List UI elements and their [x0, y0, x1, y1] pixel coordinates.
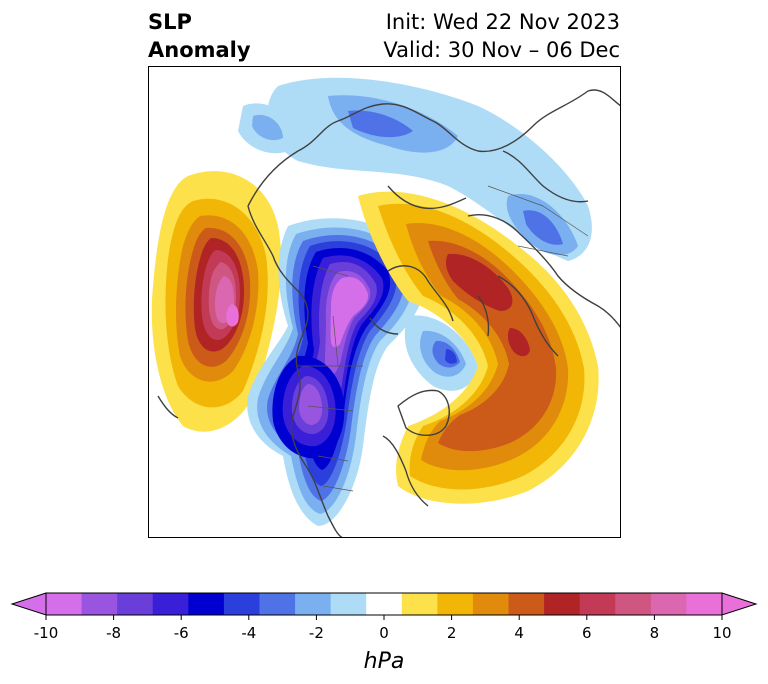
- colorbar-swatch: [472, 593, 510, 615]
- colorbar-tick-label: -10: [34, 624, 59, 642]
- colorbar-swatch: [330, 593, 367, 615]
- colorbar-unit-label: hPa: [364, 649, 405, 674]
- colorbar-tick-label: -6: [174, 624, 189, 642]
- colorbar-swatch: [188, 593, 225, 615]
- colorbar-swatch: [615, 593, 652, 615]
- country-borders: [298, 185, 589, 492]
- colorbar-swatch: [401, 593, 438, 615]
- colorbar-swatch: [437, 593, 474, 615]
- colorbar-tick-label: 8: [650, 624, 660, 642]
- anomaly-arctic-negative: [238, 77, 592, 261]
- colorbar-tick-label: 10: [712, 624, 731, 642]
- title-line-1: SLP: [148, 10, 192, 34]
- map-frame: [148, 66, 621, 538]
- map-title: SLP Anomaly: [148, 8, 251, 64]
- colorbar-swatch: [223, 593, 260, 615]
- colorbar-tick-label: -4: [241, 624, 256, 642]
- colorbar-swatch: [295, 593, 332, 615]
- colorbar-swatch: [508, 593, 545, 615]
- colorbar-tick-label: 4: [514, 624, 524, 642]
- init-date: Init: Wed 22 Nov 2023: [385, 10, 620, 34]
- colorbar-swatch: [686, 593, 723, 615]
- colorbar-swatch: [81, 593, 118, 615]
- colorbar-tick-label: 0: [379, 624, 389, 642]
- slp-anomaly-map: [148, 66, 621, 538]
- colorbar: -10 -8 -6 -4 -2 0 2 4 6 8 10 hPa: [10, 592, 758, 674]
- colorbar-swatch: [152, 593, 189, 615]
- colorbar-swatch: [544, 593, 581, 615]
- date-info: Init: Wed 22 Nov 2023 Valid: 30 Nov – 06…: [383, 8, 620, 64]
- valid-range: Valid: 30 Nov – 06 Dec: [383, 38, 620, 62]
- colorbar-swatch: [46, 593, 83, 615]
- colorbar-over-arrow: [721, 592, 758, 616]
- anomaly-atlantic-negative: [404, 315, 478, 391]
- colorbar-ticks: -10 -8 -6 -4 -2 0 2 4 6 8 10: [34, 615, 732, 642]
- title-line-2: Anomaly: [148, 38, 251, 62]
- colorbar-swatch: [650, 593, 687, 615]
- colorbar-swatch: [366, 593, 403, 615]
- coastlines: [157, 89, 621, 538]
- anomaly-trough-negative: [247, 218, 425, 526]
- colorbar-swatch: [579, 593, 616, 615]
- colorbar-swatches: [10, 592, 758, 616]
- colorbar-under-arrow: [10, 592, 47, 616]
- colorbar-swatch: [259, 593, 296, 615]
- colorbar-tick-label: 6: [582, 624, 592, 642]
- colorbar-tick-label: 2: [447, 624, 457, 642]
- colorbar-swatch: [117, 593, 154, 615]
- colorbar-tick-label: -8: [106, 624, 121, 642]
- anomaly-pacific-positive: [151, 171, 282, 432]
- colorbar-tick-label: -2: [309, 624, 324, 642]
